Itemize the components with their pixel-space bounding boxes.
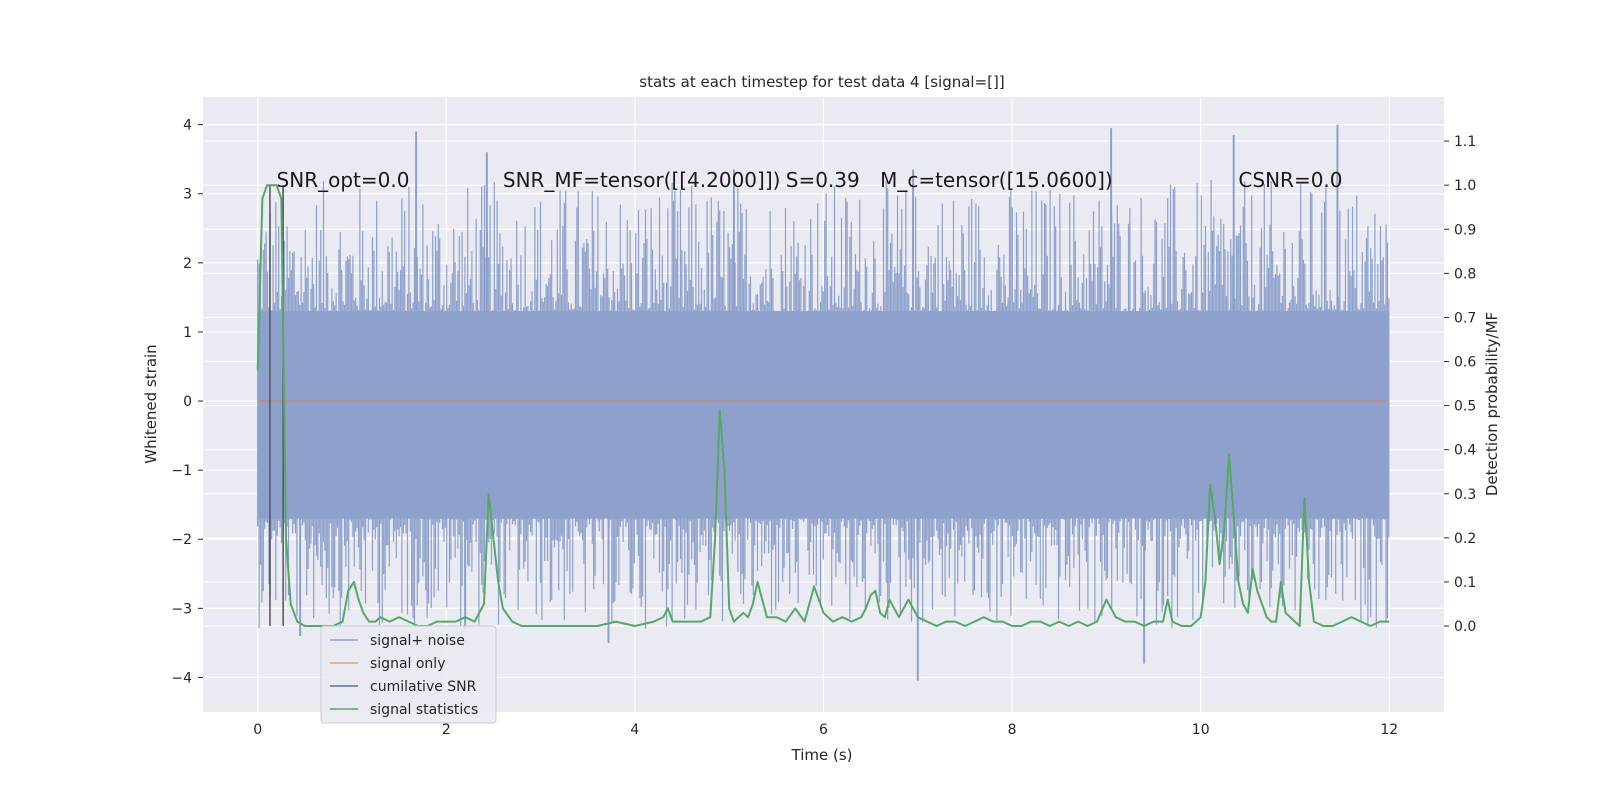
annotation-text: SNR_MF=tensor([[4.2000]]) xyxy=(503,168,781,192)
y-tick-label: −3 xyxy=(171,601,192,617)
x-tick-label: 8 xyxy=(1008,722,1017,738)
legend-label-signal-only: signal only xyxy=(370,656,445,672)
x-tick-label: 6 xyxy=(819,722,828,738)
line-series xyxy=(256,184,1390,627)
annotation-text: SNR_opt=0.0 xyxy=(277,168,410,192)
y-tick-label: −2 xyxy=(171,532,192,548)
y-tick-label: −1 xyxy=(171,463,192,479)
y2-tick-label: 1.1 xyxy=(1454,134,1476,150)
y-tick-label: 3 xyxy=(183,187,192,203)
annotation-text: S=0.39 xyxy=(786,168,860,192)
legend-label-signal-statistics: signal statistics xyxy=(370,702,478,718)
x-axis-label: Time (s) xyxy=(791,746,853,764)
x-tick-label: 0 xyxy=(253,722,262,738)
y-tick-label: 4 xyxy=(183,118,192,134)
y-tick-label: 2 xyxy=(183,256,192,272)
y-axis-label: Whitened strain xyxy=(142,344,160,463)
y2-tick-label: 0.6 xyxy=(1454,355,1476,371)
legend-box xyxy=(320,625,497,724)
y2-tick-label: 0.4 xyxy=(1454,443,1476,459)
y2-tick-label: 0.3 xyxy=(1454,487,1476,503)
y-tick-label: 1 xyxy=(183,325,192,341)
x-tick-label: 2 xyxy=(442,722,451,738)
legend-label-cumulative-snr: cumilative SNR xyxy=(370,679,477,695)
legend: signal+ noise signal only cumilative SNR… xyxy=(320,625,497,724)
x-tick-label: 12 xyxy=(1380,722,1398,738)
y-tick-label: −4 xyxy=(171,670,192,686)
y2-tick-label: 0.5 xyxy=(1454,399,1476,415)
y2-tick-label: 0.1 xyxy=(1454,575,1476,591)
signal-noise-series xyxy=(257,124,1390,681)
chart-title: stats at each timestep for test data 4 [… xyxy=(639,73,1004,91)
y-tick-label: 0 xyxy=(183,394,192,410)
legend-label-signal-noise: signal+ noise xyxy=(370,633,465,649)
axis-ticks: 0 2 4 6 8 10 1243210−1−2−3−41.11.00.90.80.70.6… xyxy=(171,118,1476,738)
annotations: SNR_opt=0.0 SNR_MF=tensor([[4.2000]]) S=0.… xyxy=(277,168,1343,192)
y2-axis-label: Detection probability/MF xyxy=(1483,312,1501,496)
y2-tick-label: 0.7 xyxy=(1454,310,1476,326)
noise-trace xyxy=(257,180,1390,629)
annotation-text: M_c=tensor([15.0600]) xyxy=(880,168,1113,192)
x-tick-label: 4 xyxy=(630,722,639,738)
y2-tick-label: 0.2 xyxy=(1454,531,1476,547)
y2-tick-label: 0.8 xyxy=(1454,266,1476,282)
y2-tick-label: 1.0 xyxy=(1454,178,1476,194)
x-tick-label: 10 xyxy=(1192,722,1210,738)
annotation-text: CSNR=0.0 xyxy=(1238,168,1342,192)
y2-tick-label: 0.0 xyxy=(1454,619,1476,635)
y2-tick-label: 0.9 xyxy=(1454,222,1476,238)
